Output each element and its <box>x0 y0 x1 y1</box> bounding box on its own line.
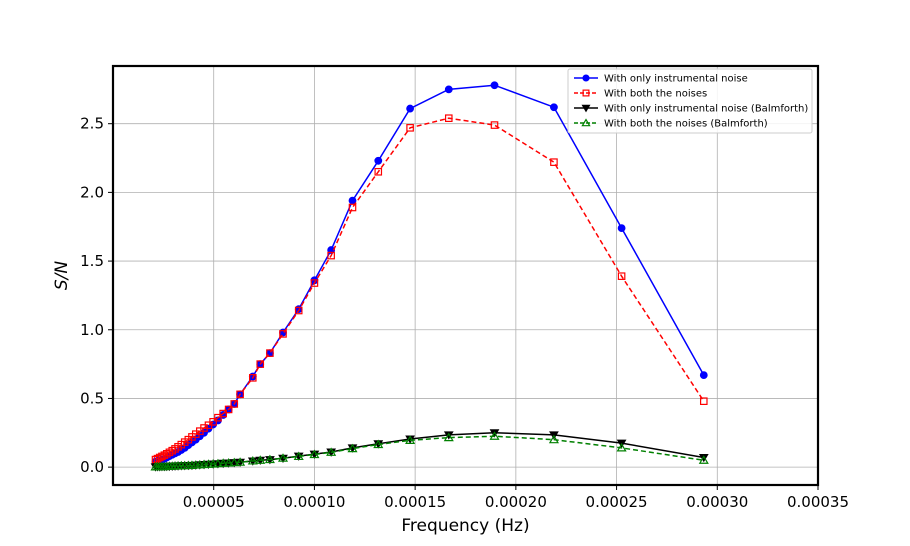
x-axis-ticks: 0.00005 0.00010 0.00015 0.00020 0.00025 0.000… <box>183 485 849 511</box>
x-tick-label: 0.00010 <box>283 493 345 511</box>
x-tick-label: 0.00035 <box>787 493 849 511</box>
data-point <box>548 434 559 444</box>
legend-label: With both the noises <box>604 89 707 100</box>
data-point <box>229 457 240 467</box>
data-point <box>550 103 558 112</box>
data-point <box>699 371 708 379</box>
data-point <box>230 400 239 408</box>
data-point <box>223 458 234 467</box>
data-point <box>616 442 627 452</box>
legend-label: With only instrumental noise (Balmforth) <box>604 104 808 115</box>
data-point <box>218 458 229 467</box>
data-point <box>374 156 383 165</box>
data-point <box>279 330 287 338</box>
data-point <box>326 447 337 456</box>
data-point <box>698 455 709 464</box>
data-point <box>444 85 453 94</box>
series-4 <box>150 431 709 471</box>
data-point <box>266 349 274 357</box>
series-2 <box>151 114 708 464</box>
data-point <box>310 279 319 287</box>
legend-item: With only instrumental noise <box>574 74 748 85</box>
series-line <box>155 117 705 461</box>
data-point <box>443 431 454 440</box>
data-point <box>255 455 266 464</box>
y-tick-label: 2.0 <box>80 183 104 201</box>
data-point <box>294 306 303 315</box>
data-point <box>406 104 415 113</box>
data-point <box>277 453 289 462</box>
data-point <box>247 455 258 465</box>
series-3 <box>150 429 709 472</box>
legend-item: With both the noises <box>574 89 707 100</box>
y-tick-label: 1.0 <box>80 321 104 339</box>
y-tick-label: 0.5 <box>80 389 104 407</box>
legend-marker <box>581 104 591 113</box>
data-point <box>699 397 708 406</box>
data-point <box>443 432 454 442</box>
data-point <box>219 409 227 418</box>
data-point <box>293 451 304 461</box>
data-point <box>327 251 335 260</box>
data-point <box>235 457 246 466</box>
y-tick-label: 0.0 <box>80 458 104 476</box>
data-point <box>309 449 320 459</box>
data-point <box>248 374 257 382</box>
data-point <box>155 453 164 462</box>
data-point <box>405 435 416 444</box>
data-point <box>236 390 244 399</box>
data-point <box>617 224 626 233</box>
x-tick-label: 0.00005 <box>183 493 245 511</box>
x-axis-label: Frequency (Hz) <box>401 516 529 536</box>
y-axis-label: S/N <box>52 261 72 291</box>
data-point <box>490 81 499 90</box>
legend-label: With only instrumental noise <box>604 74 748 85</box>
data-point <box>698 454 709 463</box>
data-point <box>212 458 223 468</box>
data-point <box>490 121 499 129</box>
data-point <box>256 360 265 368</box>
y-axis-ticks: 0.0 0.5 1.0 1.5 2.0 2.5 <box>80 115 113 476</box>
legend-item: With only instrumental noise (Balmforth) <box>574 104 808 115</box>
legend-box <box>567 68 813 134</box>
legend-marker <box>582 74 590 82</box>
data-point <box>348 203 357 212</box>
legend-marker <box>582 89 590 97</box>
data-point <box>373 439 384 449</box>
x-tick-label: 0.00015 <box>384 493 446 511</box>
legend-label: With both the noises (Balmforth) <box>604 119 768 130</box>
x-tick-label: 0.00020 <box>485 493 547 511</box>
legend-item: With both the noises (Balmforth) <box>574 118 768 130</box>
data-point <box>264 454 275 464</box>
y-tick-label: 2.5 <box>80 115 104 133</box>
data-point <box>214 413 222 422</box>
data-point <box>374 167 383 176</box>
y-tick-label: 1.5 <box>80 252 104 270</box>
data-point <box>550 158 558 166</box>
data-point <box>406 124 414 132</box>
plot-area-frame <box>111 64 820 487</box>
legend-marker <box>581 118 591 127</box>
data-point <box>444 114 453 123</box>
data-point <box>224 405 233 414</box>
x-tick-label: 0.00030 <box>686 493 748 511</box>
x-tick-label: 0.00025 <box>586 493 648 511</box>
data-point <box>489 431 500 440</box>
series-layer <box>150 81 709 472</box>
data-point <box>209 418 217 426</box>
legend: With only instrumental noise With both th… <box>567 68 813 134</box>
data-point <box>617 272 626 280</box>
data-point <box>347 443 358 453</box>
